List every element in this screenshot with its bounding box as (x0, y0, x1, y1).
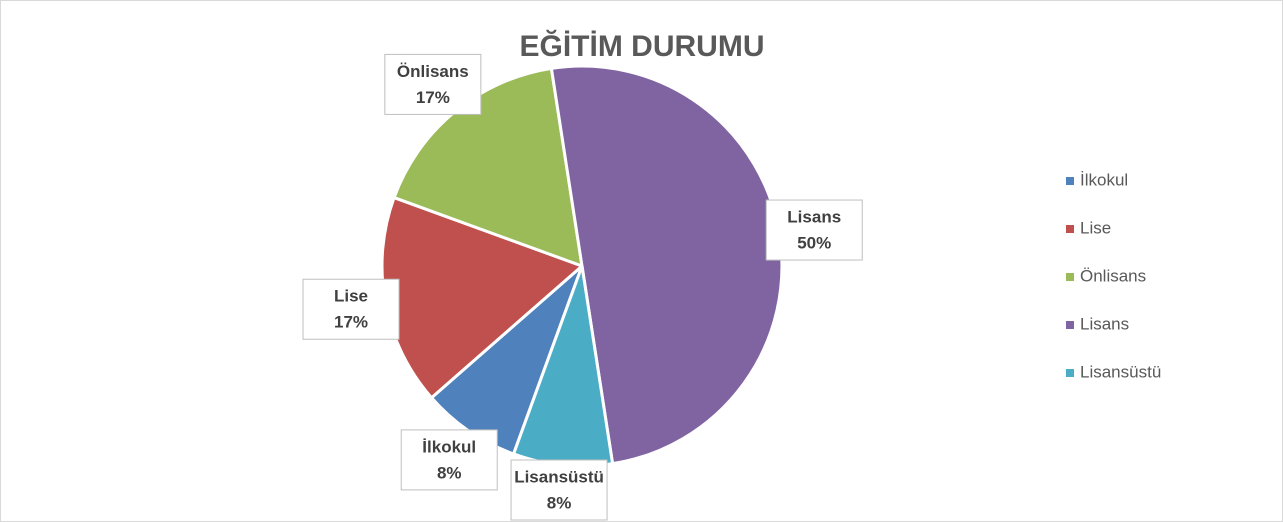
legend-swatch (1066, 273, 1074, 281)
legend-label: Lisansüstü (1080, 362, 1161, 381)
legend-swatch (1066, 177, 1074, 185)
legend-label: İlkokul (1080, 170, 1128, 189)
data-label-value: 8% (547, 493, 572, 512)
data-label-box (765, 199, 863, 261)
data-label-name: Lisans (787, 208, 841, 227)
data-label-value: 8% (437, 463, 462, 482)
legend-label: Önlisans (1080, 266, 1146, 285)
chart-title: EĞİTİM DURUMU (520, 29, 765, 63)
data-label-name: İlkokul (422, 437, 476, 456)
data-label-box (384, 53, 482, 115)
data-label-name: Lise (334, 287, 368, 306)
data-label-value: 50% (797, 234, 831, 253)
legend-label: Lisans (1080, 314, 1129, 333)
data-label-box (510, 459, 608, 521)
legend-label: Lise (1080, 218, 1111, 237)
legend-swatch (1066, 225, 1074, 233)
legend-swatch (1066, 321, 1074, 329)
legend-swatch (1066, 369, 1074, 377)
data-label-box (400, 429, 498, 491)
data-label-value: 17% (416, 88, 450, 107)
data-label-value: 17% (334, 313, 368, 332)
data-label-box (302, 278, 400, 340)
data-label-name: Önlisans (397, 62, 469, 81)
data-label-name: Lisansüstü (514, 467, 604, 486)
